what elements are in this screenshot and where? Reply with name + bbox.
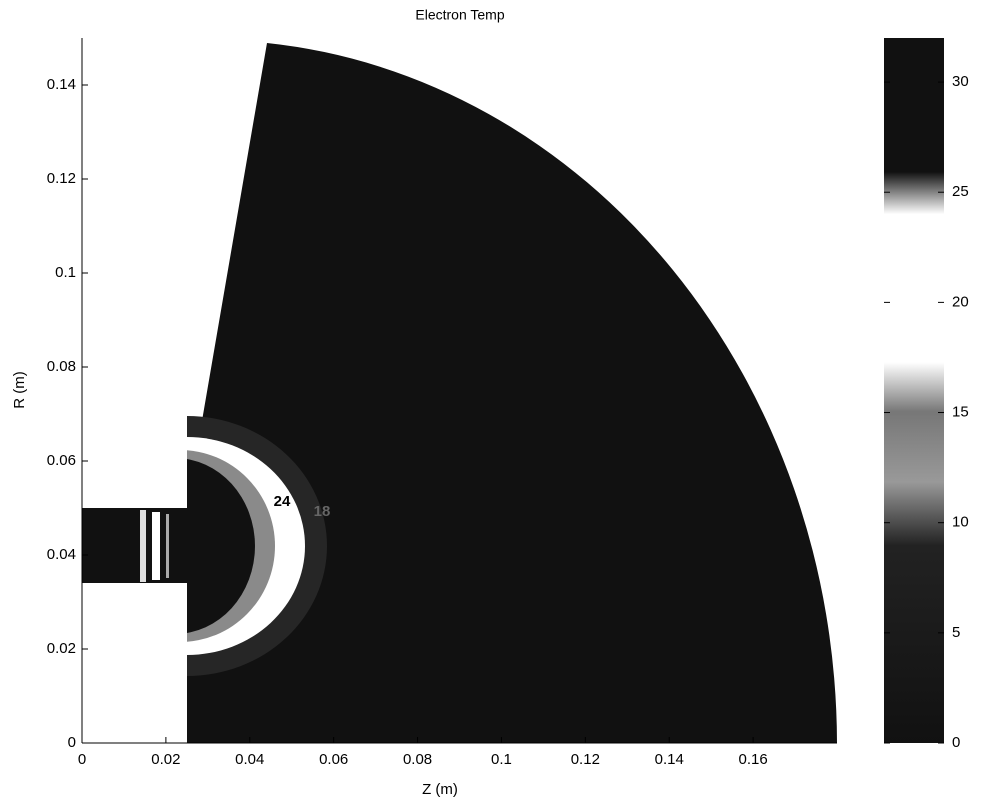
colorbar-tick-label: 5 bbox=[952, 624, 960, 641]
inlet-band bbox=[140, 510, 146, 582]
x-tick-label: 0.06 bbox=[319, 751, 348, 768]
x-tick-label: 0.16 bbox=[739, 751, 768, 768]
y-tick-label: 0.14 bbox=[47, 76, 76, 93]
chart-title: Electron Temp bbox=[415, 7, 504, 23]
x-axis-label: Z (m) bbox=[422, 781, 458, 798]
contour-label: 24 bbox=[274, 493, 291, 510]
field bbox=[82, 43, 837, 743]
x-tick-label: 0.04 bbox=[235, 751, 264, 768]
y-tick-label: 0.04 bbox=[47, 546, 76, 563]
colorbar-tick-label: 10 bbox=[952, 514, 969, 531]
x-tick-label: 0.08 bbox=[403, 751, 432, 768]
y-tick-label: 0.12 bbox=[47, 170, 76, 187]
x-tick-label: 0.14 bbox=[655, 751, 684, 768]
colorbar bbox=[884, 38, 944, 743]
y-tick-label: 0.02 bbox=[47, 640, 76, 657]
x-tick-label: 0.02 bbox=[151, 751, 180, 768]
y-tick-label: 0.1 bbox=[55, 264, 76, 281]
plume bbox=[187, 416, 327, 676]
contour-label: 18 bbox=[314, 503, 331, 520]
x-tick-label: 0 bbox=[78, 751, 86, 768]
y-tick-label: 0.06 bbox=[47, 452, 76, 469]
colorbar-tick-label: 30 bbox=[952, 73, 969, 90]
y-tick-label: 0.08 bbox=[47, 358, 76, 375]
colorbar-tick-label: 20 bbox=[952, 293, 969, 310]
colorbar-tick-label: 25 bbox=[952, 183, 969, 200]
inlet-band bbox=[166, 514, 169, 578]
x-tick-label: 0.12 bbox=[571, 751, 600, 768]
y-axis-label: R (m) bbox=[11, 371, 28, 409]
colorbar-tick-label: 15 bbox=[952, 404, 969, 421]
y-tick-label: 0 bbox=[68, 734, 76, 751]
x-tick-label: 0.1 bbox=[491, 751, 512, 768]
plume-core bbox=[187, 459, 255, 633]
inlet-band bbox=[152, 512, 160, 580]
colorbar-tick-label: 0 bbox=[952, 734, 960, 751]
